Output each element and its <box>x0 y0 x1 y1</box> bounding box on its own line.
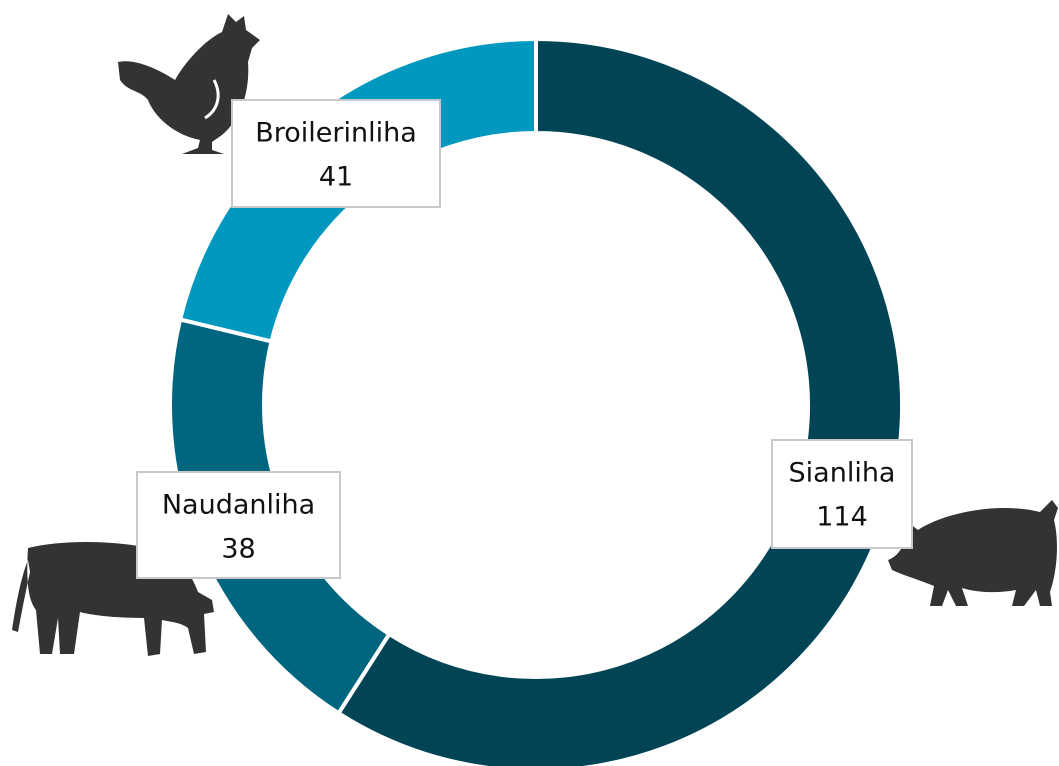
label-category: Sianliha <box>789 458 896 489</box>
label-box <box>231 99 441 208</box>
label-value: 114 <box>816 502 868 533</box>
label-category: Broilerinliha <box>255 118 417 149</box>
chicken-icon <box>118 14 260 154</box>
data-label: Sianliha 114 <box>771 439 913 549</box>
label-box <box>136 471 341 579</box>
pig-icon <box>888 500 1058 606</box>
data-label: Naudanliha 38 <box>136 471 341 579</box>
data-label: Broilerinliha 41 <box>231 99 441 208</box>
label-value: 38 <box>221 534 255 565</box>
label-category: Naudanliha <box>162 490 315 521</box>
donut-segment <box>335 36 904 766</box>
label-value: 41 <box>319 162 353 193</box>
label-box <box>771 439 913 549</box>
